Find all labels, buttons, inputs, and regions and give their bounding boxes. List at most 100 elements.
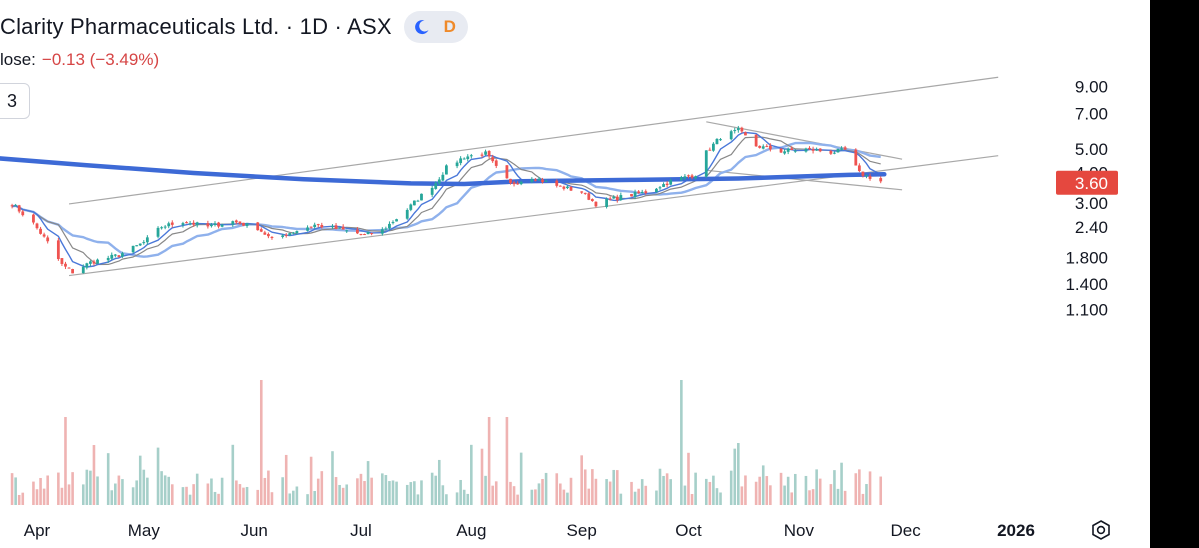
volume-bar (587, 488, 591, 505)
time-tick-label: Nov (784, 521, 815, 540)
time-tick-label: Dec (891, 521, 922, 540)
volume-bar (96, 476, 99, 505)
candle-body (64, 263, 67, 267)
candle-body (46, 237, 50, 242)
volume-bar (445, 494, 448, 505)
price-tick-label: 1.400 (1065, 275, 1108, 294)
candle-body (142, 242, 146, 244)
candle-body (291, 232, 295, 234)
candle-body (754, 134, 758, 147)
volume-bar (366, 461, 370, 505)
candle-body (313, 224, 317, 227)
candle-body (655, 188, 658, 193)
volume-bar (409, 482, 413, 505)
volume-bar (420, 480, 423, 505)
volume-bar (313, 491, 316, 505)
candle-body (587, 193, 591, 200)
candle-body (484, 151, 487, 155)
volume-bar (491, 485, 494, 505)
change-value: −0.13 (−3.49%) (41, 50, 160, 69)
volume-bar (836, 488, 840, 505)
volume-bar (719, 492, 722, 505)
candle-body (89, 261, 92, 264)
volume-bar (405, 484, 409, 505)
candle-body (121, 253, 124, 257)
candle-body (662, 184, 665, 187)
candle-body (284, 234, 288, 236)
candle-body (868, 176, 872, 179)
candle-body (669, 180, 673, 185)
candles (10, 125, 883, 274)
candle-body (562, 186, 566, 189)
data-mode-button[interactable]: D (443, 17, 456, 36)
volume-bar (729, 470, 733, 505)
candle-body (516, 183, 519, 185)
candle-body (793, 150, 797, 152)
volume-bar (619, 493, 623, 505)
candle-body (786, 148, 790, 152)
mode-toggle[interactable]: D (403, 11, 468, 43)
volume-bar (594, 478, 598, 505)
candle-body (658, 187, 662, 189)
price-tick-label: 7.00 (1075, 104, 1108, 123)
volume-bar (658, 468, 662, 505)
volume-bar (630, 481, 633, 505)
candle-body (160, 227, 163, 229)
volume-bar (858, 469, 861, 505)
candle-body (17, 205, 21, 212)
channel-line (706, 169, 903, 191)
candle-body (558, 185, 562, 187)
volume-bar (39, 477, 42, 505)
volume-bar (437, 459, 441, 505)
volume-bar (470, 444, 473, 505)
time-tick-label: Sep (567, 521, 597, 540)
moon-icon[interactable] (409, 14, 435, 40)
volume-histogram (10, 380, 883, 505)
candle-body (665, 183, 669, 186)
candle-body (534, 179, 537, 181)
candle-body (138, 243, 142, 246)
volume-bar (281, 477, 284, 505)
candle-body (740, 127, 744, 132)
volume-bar (783, 485, 786, 505)
volume-bar (790, 492, 794, 505)
candle-body (67, 267, 71, 269)
symbol-title[interactable]: Clarity Pharmaceuticals Ltd. · 1D · ASX (0, 14, 392, 39)
volume-bar (559, 483, 562, 505)
price-tick-label: 3.00 (1075, 194, 1108, 213)
time-tick-label: Aug (456, 521, 486, 540)
volume-bar (363, 481, 366, 505)
volume-bar (829, 484, 833, 505)
candle-body (818, 148, 822, 152)
volume-bar (242, 487, 245, 505)
volume-bar (181, 487, 185, 505)
candle-body (455, 162, 459, 167)
volume-bar (121, 479, 124, 505)
candle-body (163, 226, 167, 228)
candle-body (131, 245, 135, 253)
price-chart[interactable]: 9.007.005.004.003.002.401.8001.4001.100A… (0, 0, 1150, 548)
volume-bar (192, 484, 195, 505)
volume-bar (292, 490, 295, 505)
settings-gear-icon[interactable] (1088, 517, 1114, 543)
volume-bar (220, 477, 224, 505)
candle-body (594, 201, 598, 207)
candle-body (384, 228, 388, 230)
volume-bar (687, 452, 690, 505)
candle-body (615, 196, 619, 201)
volume-bar (494, 481, 498, 505)
candle-body (259, 229, 263, 232)
volume-bar (733, 448, 737, 505)
volume-bar (537, 483, 541, 505)
volume-bar (167, 476, 171, 505)
candle-body (541, 179, 544, 183)
candle-body (320, 224, 324, 228)
moving-averages (0, 131, 887, 268)
candle-body (505, 165, 509, 179)
volume-bar (737, 443, 740, 505)
volume-bar (89, 470, 92, 505)
volume-bar (131, 487, 135, 505)
candle-body (391, 222, 395, 224)
candle-body (32, 214, 35, 223)
interval-badge[interactable]: 3 (0, 83, 30, 119)
